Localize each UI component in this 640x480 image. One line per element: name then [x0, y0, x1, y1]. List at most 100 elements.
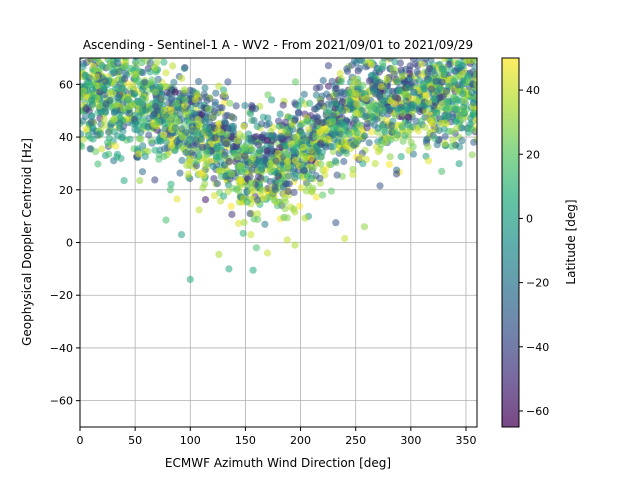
data-point: [249, 266, 257, 274]
data-point: [325, 106, 333, 114]
data-point: [223, 130, 231, 138]
data-point: [336, 130, 344, 138]
data-point: [317, 160, 325, 168]
x-tick-label: 250: [345, 434, 366, 447]
data-point: [80, 62, 87, 71]
data-point: [368, 128, 376, 136]
data-point: [441, 139, 449, 147]
data-point: [149, 112, 157, 120]
data-point: [353, 138, 362, 146]
data-point: [195, 77, 203, 86]
data-point: [442, 87, 451, 95]
data-point: [168, 141, 176, 149]
data-point: [215, 82, 223, 90]
data-point: [283, 129, 291, 137]
data-point: [404, 113, 412, 121]
data-point: [212, 89, 220, 97]
data-point: [363, 112, 371, 120]
data-point: [291, 156, 300, 164]
data-point: [246, 173, 254, 181]
data-point: [383, 75, 392, 84]
data-point: [440, 125, 448, 133]
data-point: [167, 107, 175, 115]
data-point: [260, 194, 268, 202]
data-point: [291, 241, 299, 249]
data-point: [369, 83, 377, 91]
data-point: [97, 108, 105, 116]
data-point: [350, 58, 359, 65]
y-tick-label: −20: [50, 289, 73, 302]
data-point: [227, 202, 235, 210]
data-point: [166, 117, 174, 125]
data-point: [176, 169, 184, 177]
data-point: [247, 184, 255, 192]
data-point: [271, 185, 279, 194]
data-point: [324, 100, 332, 108]
data-point: [105, 150, 113, 158]
data-point: [176, 94, 184, 102]
data-point: [293, 133, 301, 141]
data-point: [81, 71, 89, 79]
data-point: [224, 187, 232, 196]
data-point: [268, 96, 276, 104]
data-point: [274, 149, 282, 157]
data-point: [209, 113, 217, 121]
data-point: [440, 68, 448, 76]
data-point: [144, 123, 152, 131]
data-point: [332, 219, 340, 227]
y-tick-label: 20: [59, 184, 73, 197]
data-point: [130, 71, 139, 79]
data-point: [125, 103, 134, 111]
data-point: [289, 168, 298, 176]
data-point: [361, 132, 369, 140]
data-point: [321, 165, 330, 173]
data-point: [202, 124, 210, 132]
data-point: [397, 153, 405, 161]
x-tick-label: 100: [180, 434, 201, 447]
data-point: [307, 118, 315, 126]
data-point: [324, 82, 333, 90]
data-point: [201, 180, 209, 188]
data-point: [340, 157, 348, 166]
x-tick-label: 300: [400, 434, 421, 447]
data-point: [445, 112, 453, 120]
data-point: [181, 110, 190, 119]
data-point: [391, 93, 399, 101]
data-point: [148, 58, 155, 60]
data-point: [261, 220, 269, 228]
data-point: [203, 96, 211, 105]
data-point: [221, 151, 229, 159]
data-point: [287, 140, 295, 148]
data-point: [395, 58, 399, 59]
data-point: [151, 146, 159, 154]
data-point: [453, 125, 461, 133]
data-point: [146, 68, 154, 76]
data-point: [247, 110, 255, 118]
data-point: [282, 149, 290, 157]
data-point: [432, 77, 440, 85]
data-point: [308, 187, 316, 195]
data-point: [329, 142, 337, 151]
colorbar-gradient: [502, 58, 519, 427]
data-point: [319, 76, 327, 85]
data-point: [122, 58, 130, 62]
data-point: [450, 93, 458, 101]
data-point: [115, 122, 123, 130]
x-tick-label: 150: [235, 434, 256, 447]
data-point: [162, 69, 170, 77]
data-point: [248, 102, 256, 110]
data-point: [356, 64, 364, 72]
data-point: [421, 123, 429, 131]
data-point: [115, 68, 123, 76]
x-tick-label: 50: [128, 434, 142, 447]
data-point: [410, 58, 414, 59]
data-point: [264, 91, 272, 99]
data-point: [237, 177, 245, 185]
data-point: [470, 99, 477, 107]
data-point: [171, 88, 179, 96]
data-point: [316, 128, 324, 136]
data-point: [243, 188, 251, 196]
data-point: [316, 139, 325, 147]
data-point: [213, 180, 221, 188]
data-point: [281, 141, 289, 149]
